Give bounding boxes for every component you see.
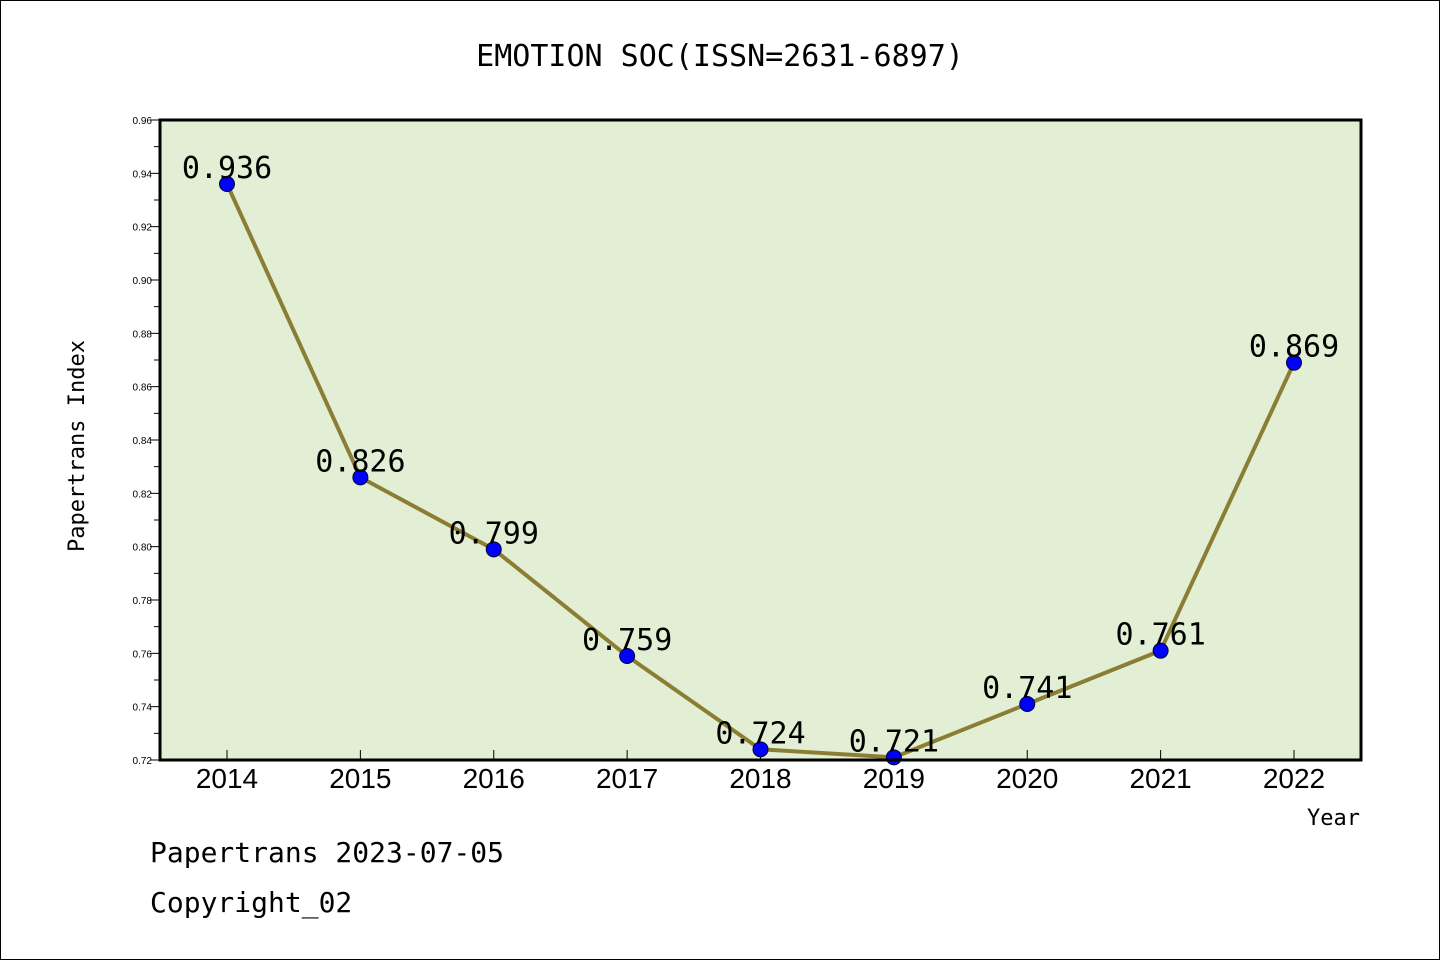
- data-label: 0.741: [982, 671, 1072, 706]
- y-tick-label: 0.76: [133, 649, 153, 660]
- y-tick-label: 0.84: [133, 436, 153, 447]
- data-label: 0.936: [182, 151, 272, 186]
- y-tick-label: 0.72: [133, 756, 153, 767]
- x-tick-label: 2022: [1263, 763, 1325, 794]
- footer-date: Papertrans 2023-07-05: [150, 836, 505, 869]
- data-point: [1019, 696, 1036, 712]
- data-label: 0.721: [849, 724, 939, 759]
- data-point: [619, 648, 636, 664]
- data-label: 0.869: [1249, 330, 1339, 365]
- data-point: [485, 541, 502, 558]
- x-tick-label: 2018: [729, 763, 791, 794]
- y-axis: 0.72 0.74 0.76 0.78 0.80 0.82 0.84 0.86 0.88 0.90…: [133, 116, 160, 767]
- data-label: 0.759: [582, 623, 672, 658]
- plot-area: [160, 120, 1361, 760]
- y-tick-label: 0.92: [133, 223, 153, 234]
- data-points: [219, 176, 1302, 766]
- y-tick-label: 0.90: [133, 276, 153, 287]
- footer-copyright: Copyright_02: [150, 886, 353, 919]
- y-tick-label: 0.78: [133, 596, 153, 607]
- x-tick-label: 2014: [196, 763, 258, 794]
- x-tick-label: 2021: [1129, 763, 1191, 794]
- data-point: [752, 741, 769, 758]
- x-axis-label: Year: [1307, 806, 1360, 831]
- x-tick-label: 2016: [463, 763, 525, 794]
- plot-border: [158, 118, 1363, 762]
- y-tick-label: 0.88: [133, 329, 153, 340]
- data-label: 0.799: [449, 516, 539, 551]
- y-tick-label: 0.80: [133, 543, 153, 554]
- data-labels: 0.936 0.826 0.799 0.759 0.724 0.721 0.741 0.761…: [182, 151, 1339, 759]
- data-point: [1152, 642, 1169, 659]
- data-point: [352, 469, 369, 486]
- y-tick-label: 0.96: [133, 116, 153, 127]
- data-label: 0.761: [1115, 618, 1205, 653]
- x-tick-label: 2020: [996, 763, 1058, 794]
- x-tick-label: 2017: [596, 763, 658, 794]
- y-tick-label: 0.74: [133, 703, 153, 714]
- data-point: [1286, 354, 1302, 371]
- x-tick-label: 2015: [329, 763, 391, 794]
- data-label: 0.724: [715, 716, 805, 751]
- data-point: [219, 176, 235, 192]
- y-tick-label: 0.86: [133, 383, 153, 394]
- data-label: 0.826: [315, 444, 405, 479]
- x-tick-label: 2019: [863, 763, 925, 794]
- x-axis: 2014 2015 2016 2017 2018 2019 2020 2021 2022: [196, 750, 1325, 794]
- y-axis-label: Papertrans Index: [65, 340, 90, 552]
- chart-title: EMOTION SOC(ISSN=2631-6897): [476, 39, 964, 74]
- y-tick-label: 0.82: [133, 489, 153, 500]
- y-tick-label: 0.94: [133, 169, 153, 180]
